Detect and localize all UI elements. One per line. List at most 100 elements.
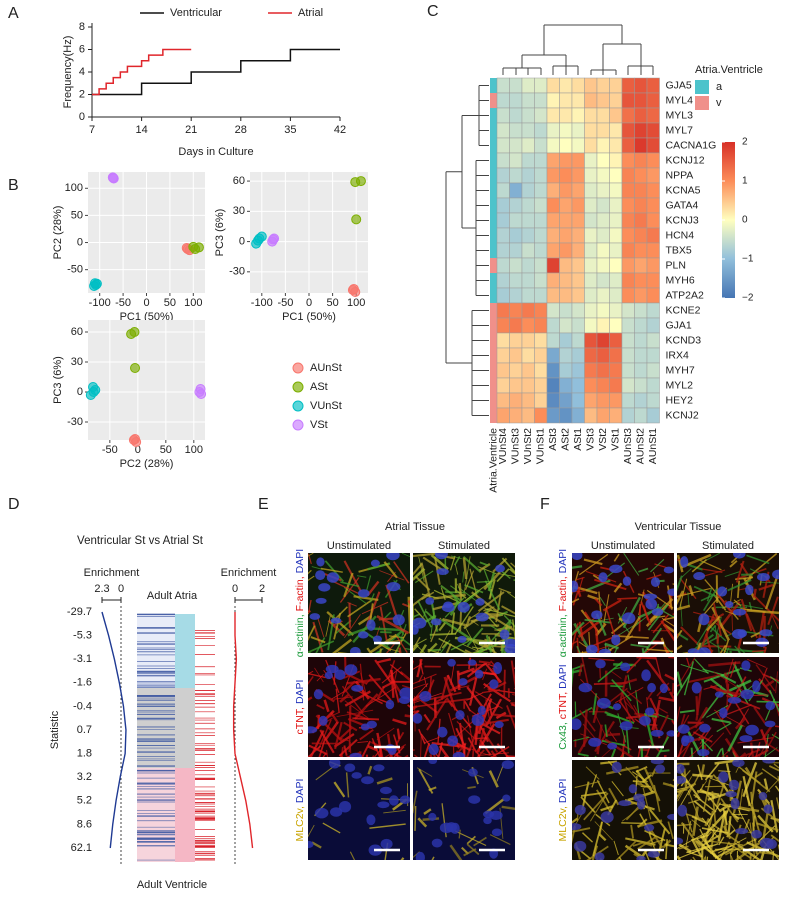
micrograph-fiber bbox=[464, 649, 473, 653]
micrograph-fiber bbox=[665, 839, 668, 860]
micrograph-nucleus bbox=[719, 707, 728, 719]
heatmap-cell bbox=[571, 362, 585, 379]
heatmap-cell bbox=[596, 152, 610, 169]
heatmap-cell bbox=[521, 287, 535, 304]
micrograph bbox=[572, 553, 674, 653]
micrograph-fiber bbox=[637, 819, 663, 828]
micrograph-fiber bbox=[429, 691, 462, 701]
micrograph-fiber bbox=[577, 752, 589, 757]
micrograph-fiber bbox=[680, 663, 710, 674]
micrograph-fiber bbox=[677, 832, 706, 850]
series-line bbox=[92, 48, 340, 96]
micrograph-fiber bbox=[572, 621, 585, 636]
data-point bbox=[130, 363, 141, 373]
heatmap-cell bbox=[646, 92, 660, 109]
micrograph-fiber bbox=[585, 766, 600, 780]
micrograph-fiber bbox=[413, 613, 421, 618]
micrograph-fiber bbox=[511, 619, 515, 642]
heatmap-cell bbox=[571, 272, 585, 289]
heatmap-cell bbox=[546, 197, 560, 214]
micrograph-fiber bbox=[768, 689, 779, 713]
column-label: VSt3 bbox=[585, 428, 597, 451]
micrograph-fiber bbox=[704, 817, 711, 827]
micrograph-fiber bbox=[749, 854, 752, 860]
micrograph-fiber bbox=[574, 780, 600, 789]
micrograph-fiber bbox=[572, 640, 578, 645]
micrograph-fiber bbox=[498, 587, 512, 594]
heatmap-cell bbox=[534, 77, 548, 94]
micrograph-fiber bbox=[445, 697, 454, 708]
micrograph-fiber bbox=[763, 747, 778, 757]
micrograph-fiber bbox=[572, 859, 573, 860]
micrograph-fiber bbox=[476, 580, 491, 583]
micrograph-fiber bbox=[735, 603, 764, 610]
micrograph-fiber bbox=[655, 657, 662, 679]
micrograph-fiber bbox=[677, 671, 683, 688]
heatmap-cell bbox=[646, 122, 660, 139]
heatmap-cell bbox=[646, 407, 660, 424]
heatmap-cell bbox=[534, 377, 548, 394]
heatmap-cell bbox=[546, 272, 560, 289]
micrograph-fiber bbox=[500, 570, 511, 580]
micrograph-fiber bbox=[385, 584, 399, 619]
x-tick-label: 14 bbox=[135, 124, 147, 136]
micrograph-nucleus bbox=[436, 568, 449, 576]
micrograph-fiber bbox=[650, 558, 665, 573]
plot-background bbox=[88, 320, 205, 440]
micrograph-fiber bbox=[650, 768, 657, 777]
heatmap-cell bbox=[534, 197, 548, 214]
micrograph-fiber bbox=[778, 642, 779, 644]
colorbar bbox=[722, 142, 735, 298]
micrograph bbox=[413, 553, 515, 653]
micrograph-fiber bbox=[485, 699, 492, 727]
x-tick-label: -100 bbox=[89, 297, 111, 309]
micrograph-fiber bbox=[483, 682, 511, 703]
heatmap-cell bbox=[621, 77, 635, 94]
heatmap-cell bbox=[521, 197, 535, 214]
heatmap-cell bbox=[584, 107, 598, 124]
micrograph-fiber bbox=[718, 836, 725, 846]
heatmap-cell bbox=[609, 227, 623, 244]
micrograph-fiber bbox=[737, 844, 762, 860]
heatmap-cell bbox=[609, 137, 623, 154]
micrograph-fiber bbox=[418, 728, 426, 745]
heatmap-cell bbox=[584, 362, 598, 379]
micrograph-fiber bbox=[367, 765, 373, 775]
micrograph-nucleus bbox=[572, 823, 582, 831]
micrograph-fiber bbox=[514, 676, 515, 678]
micrograph-fiber bbox=[691, 834, 709, 841]
heatmap-cell bbox=[634, 317, 648, 334]
legend-label: ASt bbox=[310, 381, 328, 393]
micrograph-fiber bbox=[467, 611, 480, 621]
micrograph-fiber bbox=[691, 815, 707, 824]
micrograph-fiber bbox=[726, 647, 730, 653]
micrograph-nucleus bbox=[439, 822, 454, 834]
column-label: ASt2 bbox=[560, 428, 572, 451]
micrograph-nucleus bbox=[468, 768, 478, 777]
micrograph-fiber bbox=[638, 567, 649, 573]
micrograph-fiber bbox=[727, 579, 752, 592]
micrograph-fiber bbox=[399, 670, 410, 682]
micrograph-fiber bbox=[711, 717, 731, 724]
heatmap-cell bbox=[559, 242, 573, 259]
micrograph-fiber bbox=[308, 745, 322, 757]
heatmap-cell bbox=[571, 152, 585, 169]
micrograph-fiber bbox=[762, 673, 779, 682]
heatmap-cell bbox=[571, 77, 585, 94]
micrograph-nucleus bbox=[578, 682, 593, 693]
heatmap-cell bbox=[609, 302, 623, 319]
micrograph-fiber bbox=[462, 643, 479, 652]
heatmap-cell bbox=[496, 257, 510, 274]
micrograph-fiber bbox=[497, 573, 515, 578]
heatmap-cell bbox=[521, 167, 535, 184]
micrograph-fiber bbox=[311, 841, 322, 849]
data-point bbox=[91, 278, 102, 289]
micrograph-nucleus bbox=[314, 807, 329, 819]
heatmap-cell bbox=[496, 242, 510, 259]
micrograph-fiber bbox=[478, 660, 491, 665]
micrograph-fiber bbox=[721, 749, 730, 757]
micrograph-fiber bbox=[366, 647, 373, 653]
micrograph-fiber bbox=[308, 672, 326, 679]
heatmap-cell bbox=[596, 302, 610, 319]
x-tick-label: 42 bbox=[334, 124, 346, 136]
